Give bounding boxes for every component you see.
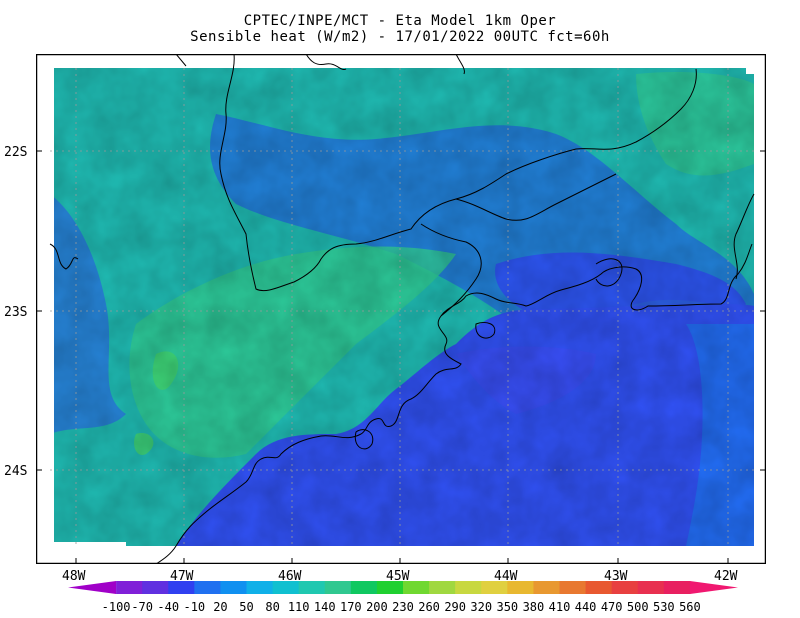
border-mg-rj (455, 173, 617, 221)
lat-label-24S: 24S (4, 464, 27, 479)
colorbar-tick-label: -100 (102, 600, 131, 614)
colorbar-tick-label: 560 (679, 600, 701, 614)
colorbar-swatches (68, 581, 738, 594)
colorbar-swatch (481, 581, 508, 594)
colorbar-swatch (168, 581, 195, 594)
colorbar-arrow-low (68, 581, 117, 594)
colorbar: -100 -70 -40 -10 20 50 80 110 140 170 200 230 260 290… (68, 581, 738, 614)
undefined-area-bottom (50, 542, 126, 546)
colorbar-tick-label: 20 (213, 600, 227, 614)
colorbar-swatch (142, 581, 169, 594)
colorbar-tick-label: 380 (523, 600, 545, 614)
island-sao-sebastiao (354, 429, 374, 450)
border-north-west (49, 243, 79, 270)
colorbar-tick-label: 470 (601, 600, 623, 614)
colorbar-tick-label: 260 (418, 600, 440, 614)
colorbar-tick-label: 200 (366, 600, 388, 614)
colorbar-tick-label: 500 (627, 600, 649, 614)
colorbar-tick-label: 50 (239, 600, 253, 614)
colorbar-tick-label: 410 (549, 600, 571, 614)
colorbar-swatch (116, 581, 143, 594)
undefined-area-top-right (746, 68, 754, 74)
lat-label-22S: 22S (4, 145, 27, 160)
border-east (733, 193, 755, 280)
colorbar-tick-label: -40 (157, 600, 179, 614)
colorbar-tick-label: 80 (265, 600, 279, 614)
colorbar-swatch (350, 581, 378, 594)
border-rj (420, 223, 482, 317)
chart-title-line-2: Sensible heat (W/m2) - 17/01/2022 00UTC … (190, 29, 610, 45)
colorbar-tick-label: 440 (575, 600, 597, 614)
colorbar-arrow-high (689, 581, 738, 594)
colorbar-swatch (559, 581, 587, 594)
colorbar-tick-label: 320 (470, 600, 492, 614)
colorbar-tick-label: 140 (314, 600, 336, 614)
border-sp-mg (219, 54, 697, 292)
colorbar-tick-label: -10 (183, 600, 205, 614)
colorbar-swatch (376, 581, 404, 594)
colorbar-tick-label: 290 (444, 600, 466, 614)
colorbar-swatch (429, 581, 456, 594)
colorbar-tick-label: -70 (131, 600, 153, 614)
lagoon-east (595, 258, 623, 287)
chart-title-line-1: CPTEC/INPE/MCT - Eta Model 1km Oper (243, 13, 557, 29)
colorbar-swatch (272, 581, 300, 594)
colorbar-tick-label: 530 (653, 600, 675, 614)
colorbar-tick-label: 110 (288, 600, 310, 614)
colorbar-swatch (246, 581, 274, 594)
colorbar-tick-label: 230 (392, 600, 414, 614)
colorbar-tick-label: 350 (496, 600, 518, 614)
field-texture (50, 68, 754, 546)
undefined-area-left (50, 68, 54, 546)
colorbar-swatch (611, 581, 639, 594)
map-panel (36, 54, 766, 564)
border-top-marks (175, 54, 465, 75)
colorbar-swatch (220, 581, 247, 594)
colorbar-swatch (585, 581, 613, 594)
colorbar-swatch (663, 581, 691, 594)
colorbar-swatch (403, 581, 430, 594)
colorbar-swatch (194, 581, 221, 594)
colorbar-swatch (324, 581, 352, 594)
colorbar-swatch (298, 581, 326, 594)
sensible-heat-field (50, 68, 754, 546)
coastline (175, 243, 753, 547)
lat-label-23S: 23S (4, 305, 27, 320)
boundaries (49, 54, 755, 564)
island-ilha-grande (475, 321, 496, 339)
colorbar-tick-label: 170 (340, 600, 362, 614)
colorbar-swatch (533, 581, 560, 594)
colorbar-swatch (507, 581, 534, 594)
colorbar-swatch (637, 581, 665, 594)
axis-ticks (36, 150, 766, 564)
colorbar-swatch (455, 581, 482, 594)
colorbar-labels: -100 -70 -40 -10 20 50 80 110 140 170 200 230 260 290… (102, 600, 701, 614)
coast-south-tail (155, 545, 177, 564)
